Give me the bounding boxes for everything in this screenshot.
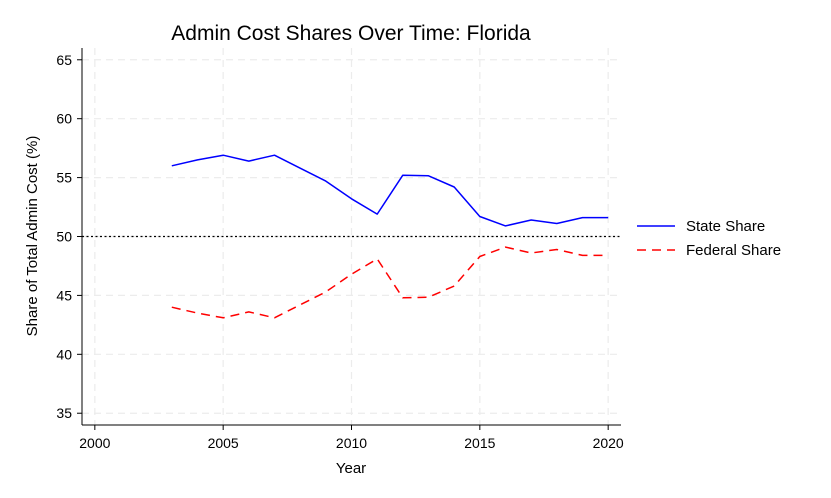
series-line (171, 154, 609, 227)
x-tick-label: 2005 (208, 435, 239, 451)
x-tick-label: 2010 (336, 435, 367, 451)
y-tick-label: 45 (56, 287, 72, 303)
x-tick-label: 2015 (464, 435, 495, 451)
y-tick-label: 50 (56, 229, 72, 245)
x-tick-label: 2000 (79, 435, 110, 451)
chart-title: Admin Cost Shares Over Time: Florida (171, 22, 531, 45)
y-tick-labels: 35 40 45 50 55 60 65 (56, 52, 72, 421)
grid-lines (82, 48, 621, 425)
legend-label: Federal Share (686, 242, 781, 259)
series-lines (171, 154, 609, 319)
axes (77, 48, 621, 430)
legend: State Share Federal Share (637, 218, 781, 259)
x-tick-labels: 2000 2005 2010 2015 2020 (79, 435, 624, 451)
x-tick-label: 2020 (593, 435, 624, 451)
x-axis-title: Year (336, 460, 366, 477)
series-line (171, 246, 609, 319)
legend-label: State Share (686, 218, 765, 235)
y-tick-label: 55 (56, 170, 72, 186)
y-axis-title: Share of Total Admin Cost (%) (24, 136, 41, 337)
y-tick-label: 60 (56, 111, 72, 127)
y-tick-label: 40 (56, 346, 72, 362)
y-tick-label: 65 (56, 52, 72, 68)
y-tick-label: 35 (56, 405, 72, 421)
